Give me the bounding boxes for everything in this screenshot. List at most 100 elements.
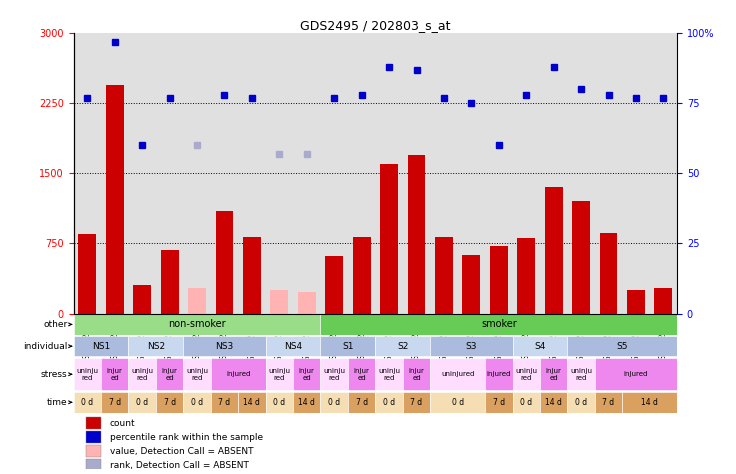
Text: uninju
red: uninju red	[570, 368, 592, 381]
Bar	[101, 358, 129, 391]
Text: 0 d: 0 d	[452, 398, 464, 407]
Bar	[408, 155, 425, 313]
Text: 7 d: 7 d	[163, 398, 176, 407]
Text: S3: S3	[466, 342, 477, 351]
Bar	[85, 459, 101, 471]
Bar	[320, 336, 375, 356]
Bar	[129, 358, 156, 391]
Bar	[156, 392, 183, 412]
Bar	[238, 392, 266, 412]
Text: NS1: NS1	[92, 342, 110, 351]
Bar	[293, 392, 320, 412]
Bar	[435, 237, 453, 313]
Bar	[129, 392, 156, 412]
Text: injured: injured	[486, 371, 511, 377]
Text: smoker: smoker	[481, 319, 517, 329]
Text: count: count	[110, 419, 135, 428]
Bar	[266, 392, 293, 412]
Text: other: other	[43, 320, 68, 329]
Text: injur
ed: injur ed	[162, 368, 177, 381]
Text: 14 d: 14 d	[545, 398, 562, 407]
Bar	[622, 392, 677, 412]
Text: NS3: NS3	[216, 342, 233, 351]
Bar	[320, 314, 677, 335]
Bar	[431, 336, 512, 356]
Bar	[101, 392, 129, 412]
Text: uninju
red: uninju red	[269, 368, 290, 381]
Text: rank, Detection Call = ABSENT: rank, Detection Call = ABSENT	[110, 461, 249, 470]
Bar	[462, 255, 481, 313]
Text: 14 d: 14 d	[298, 398, 315, 407]
Text: 7 d: 7 d	[109, 398, 121, 407]
Bar	[79, 234, 96, 313]
Text: injur
ed: injur ed	[545, 368, 562, 381]
Bar	[375, 358, 403, 391]
Text: 0 d: 0 d	[273, 398, 286, 407]
Bar	[567, 358, 595, 391]
Bar	[348, 358, 375, 391]
Text: S2: S2	[397, 342, 408, 351]
Bar	[595, 358, 677, 391]
Text: 7 d: 7 d	[603, 398, 615, 407]
Bar	[210, 392, 238, 412]
Text: NS4: NS4	[284, 342, 302, 351]
Text: 7 d: 7 d	[411, 398, 422, 407]
Bar	[517, 238, 535, 313]
Bar	[210, 358, 266, 391]
Text: uninju
red: uninju red	[186, 368, 208, 381]
Text: NS2: NS2	[147, 342, 165, 351]
Bar	[375, 336, 431, 356]
Bar	[540, 358, 567, 391]
Bar	[595, 392, 622, 412]
Bar	[183, 358, 210, 391]
Bar	[74, 358, 101, 391]
Text: uninju
red: uninju red	[131, 368, 153, 381]
Text: S5: S5	[617, 342, 628, 351]
Text: uninjured: uninjured	[441, 371, 474, 377]
Bar	[74, 336, 129, 356]
Text: individual: individual	[24, 342, 68, 351]
Bar	[266, 358, 293, 391]
Bar	[353, 237, 370, 313]
Bar	[183, 392, 210, 412]
Text: 0 d: 0 d	[575, 398, 587, 407]
Bar	[243, 237, 261, 313]
Bar	[270, 290, 289, 313]
Text: 0 d: 0 d	[328, 398, 340, 407]
Bar	[320, 358, 348, 391]
Bar	[129, 336, 183, 356]
Bar	[431, 358, 485, 391]
Text: injured: injured	[226, 371, 250, 377]
Text: percentile rank within the sample: percentile rank within the sample	[110, 433, 263, 442]
Bar	[85, 417, 101, 429]
Bar	[293, 358, 320, 391]
Text: 7 d: 7 d	[219, 398, 230, 407]
Bar	[403, 358, 431, 391]
Bar	[216, 211, 233, 313]
Text: S4: S4	[534, 342, 545, 351]
Bar	[298, 292, 316, 313]
Bar	[600, 233, 618, 313]
Bar	[512, 358, 540, 391]
Bar	[74, 314, 320, 335]
Text: 0 d: 0 d	[81, 398, 93, 407]
Text: 7 d: 7 d	[355, 398, 368, 407]
Bar	[133, 285, 151, 313]
Bar	[567, 392, 595, 412]
Bar	[512, 336, 567, 356]
Text: 0 d: 0 d	[191, 398, 203, 407]
Bar	[572, 201, 590, 313]
Text: injur
ed: injur ed	[408, 368, 425, 381]
Bar	[654, 288, 672, 313]
Text: S1: S1	[342, 342, 354, 351]
Text: uninju
red: uninju red	[77, 368, 99, 381]
Text: injured: injured	[624, 371, 648, 377]
Title: GDS2495 / 202803_s_at: GDS2495 / 202803_s_at	[300, 19, 450, 32]
Bar	[431, 392, 485, 412]
Bar	[348, 392, 375, 412]
Bar	[160, 250, 179, 313]
Bar	[320, 392, 348, 412]
Text: uninju
red: uninju red	[515, 368, 537, 381]
Text: stress: stress	[41, 370, 68, 379]
Text: uninju
red: uninju red	[323, 368, 345, 381]
